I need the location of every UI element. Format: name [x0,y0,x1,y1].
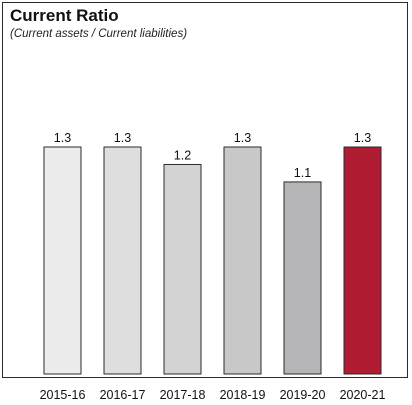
x-tick-label-2018-19: 2018-19 [220,388,266,402]
data-label-2018-19: 1.3 [234,131,251,145]
x-tick-label-2017-18: 2017-18 [160,388,206,402]
x-tick-label-2019-20: 2019-20 [280,388,326,402]
bar-2019-20 [283,181,322,375]
bar-2017-18 [163,163,202,375]
chart-subtitle: (Current assets / Current liabilities) [10,28,188,40]
data-label-2017-18: 1.2 [174,148,191,162]
chart-title: Current Ratio [10,6,119,25]
bar-2020-21 [343,146,382,375]
data-label-2020-21: 1.3 [354,131,371,145]
x-tick-label-2015-16: 2015-16 [40,388,86,402]
data-label-2016-17: 1.3 [114,131,131,145]
x-tick-label-2016-17: 2016-17 [100,388,146,402]
bar-2018-19 [223,146,262,375]
bar-2016-17 [103,146,142,375]
data-label-2019-20: 1.1 [294,166,311,180]
bar-2015-16 [43,146,82,375]
data-label-2015-16: 1.3 [54,131,71,145]
chart-frame: Current Ratio (Current assets / Current … [2,2,408,378]
x-tick-label-2020-21: 2020-21 [340,388,386,402]
